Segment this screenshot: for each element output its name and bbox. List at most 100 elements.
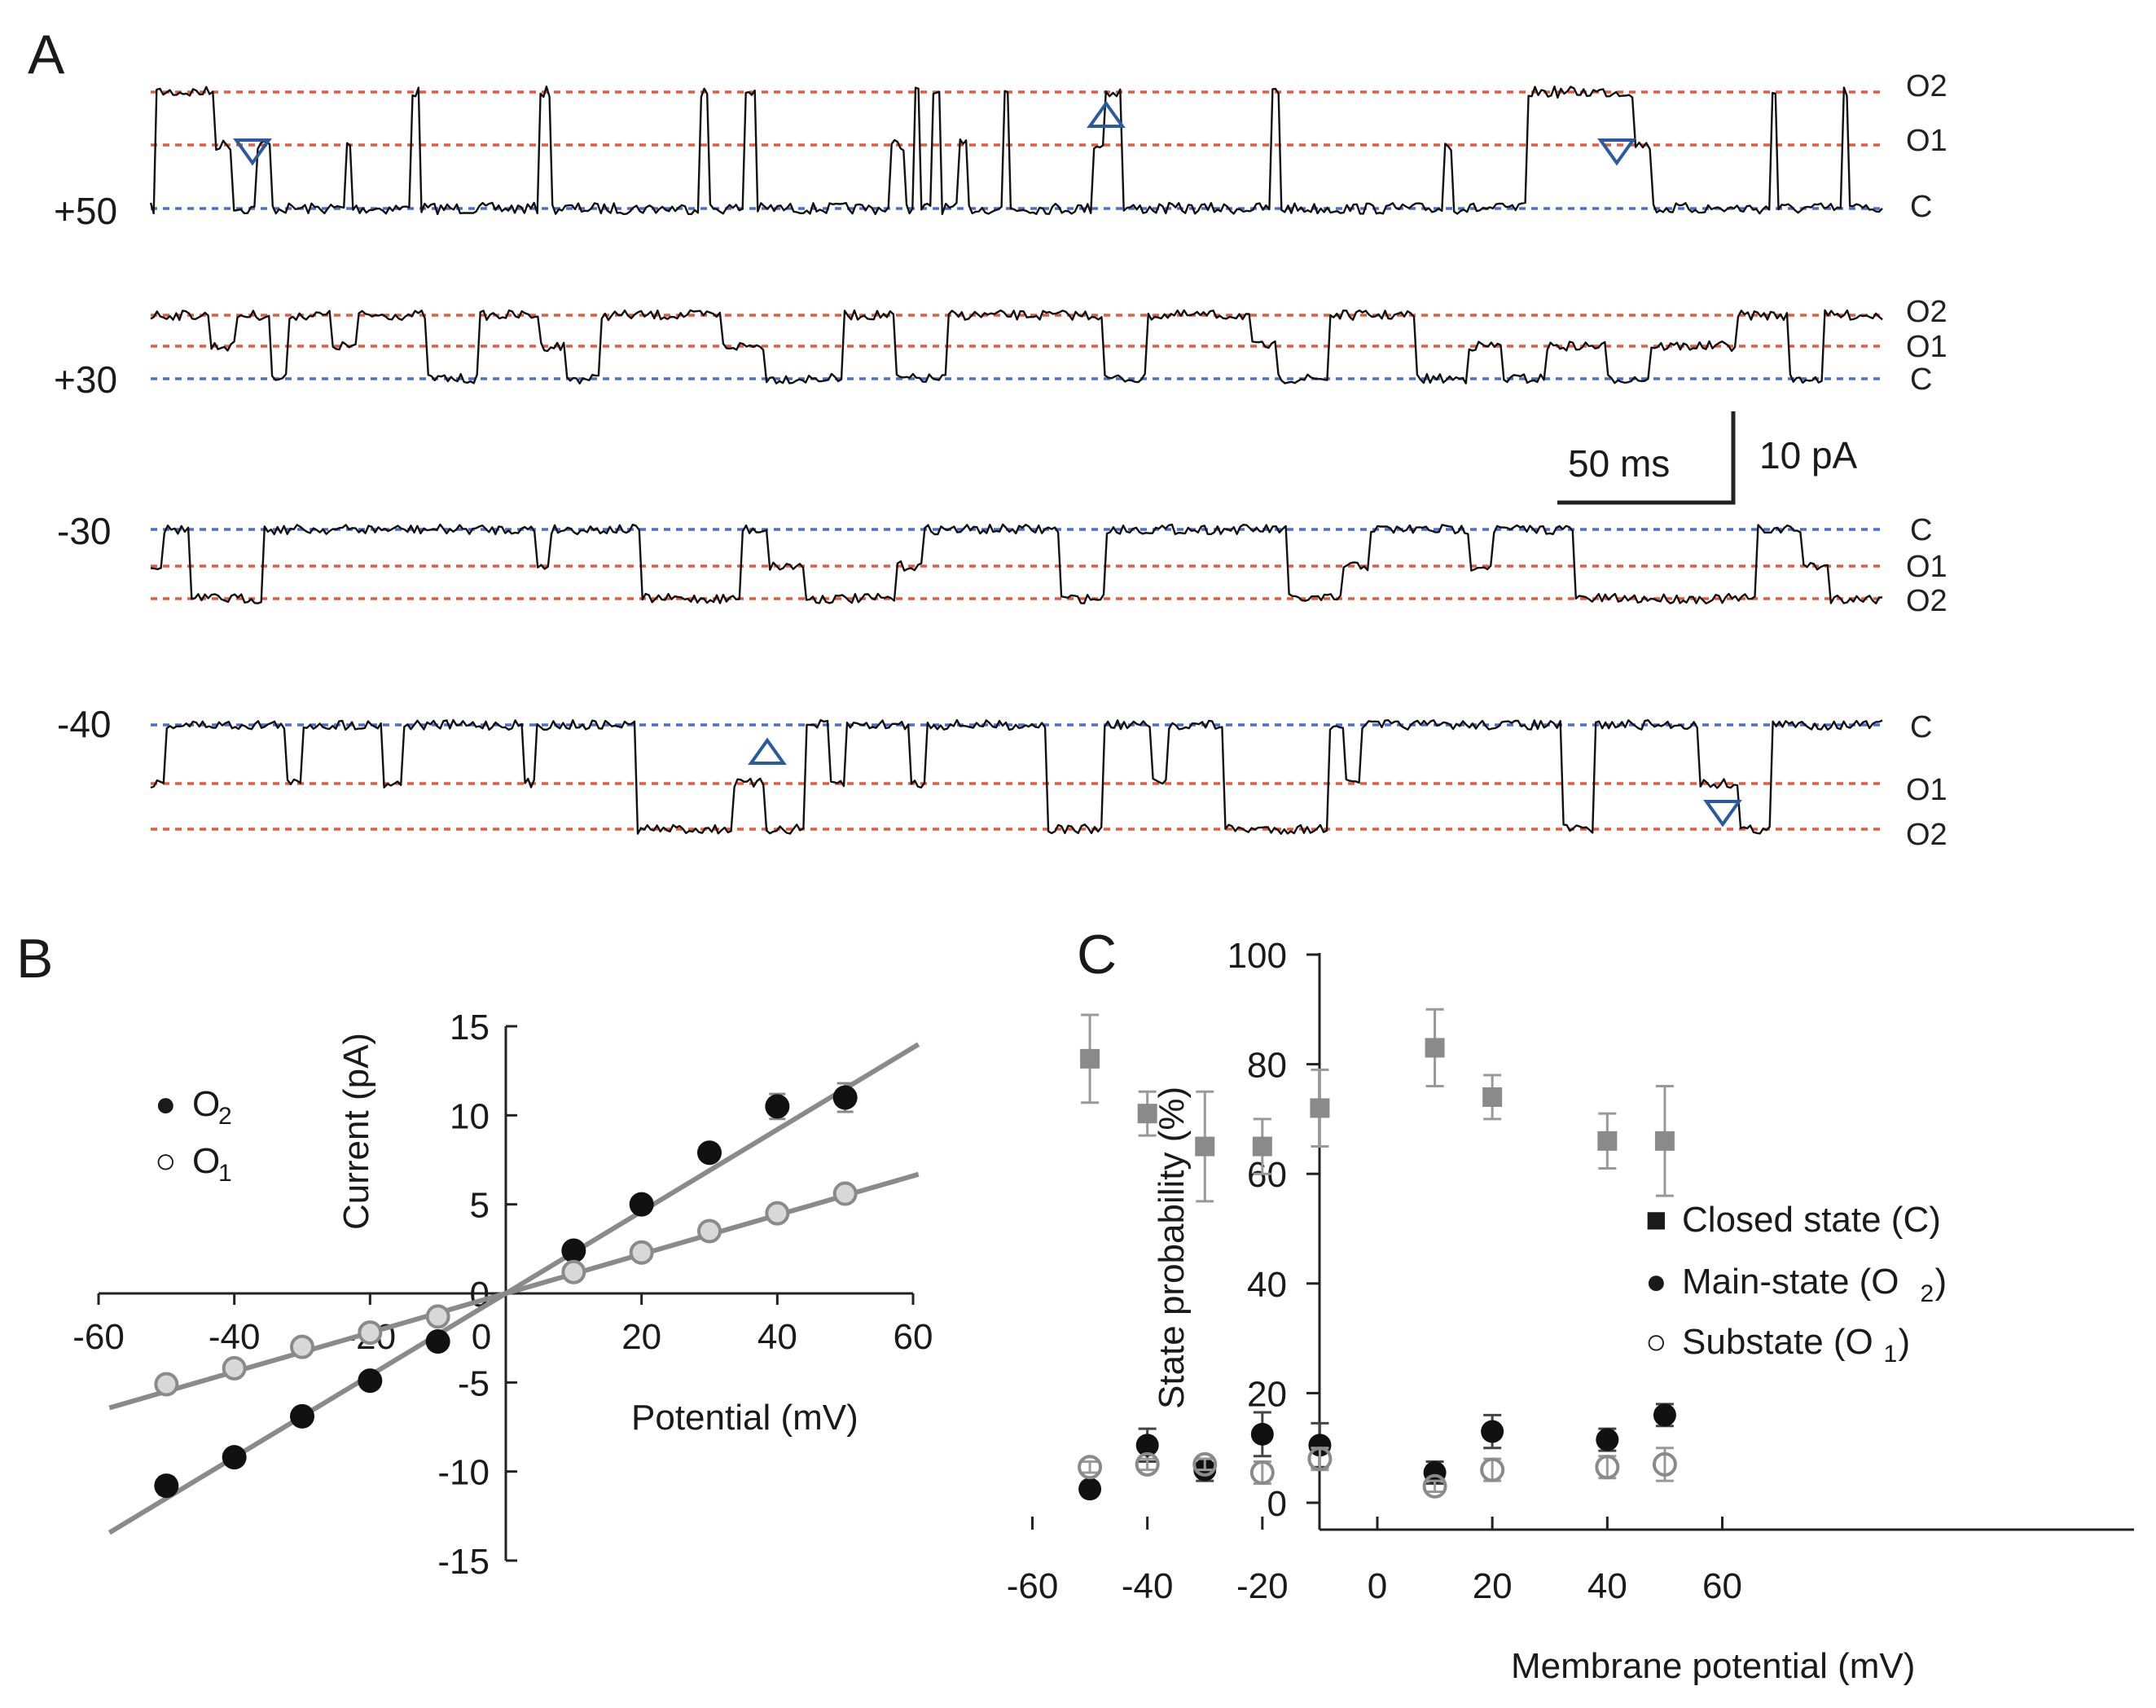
- data-point-o1: [425, 1304, 450, 1329]
- legend-marker: ●: [1645, 1262, 1667, 1302]
- state-label-o2-t1: O2: [1906, 69, 1947, 103]
- legend-subscript: 1: [218, 1160, 232, 1187]
- panel-a-state-labels: O2 O1 C O2 O1 C C O1 O2 C O1 O2: [1906, 69, 1947, 852]
- up-triangle-icon: [1087, 100, 1126, 128]
- data-point-main-state: [1596, 1428, 1619, 1451]
- state-label-o1-t1: O1: [1906, 124, 1947, 158]
- current-trace-1: [149, 85, 1883, 216]
- y-tick-label: 40: [1247, 1265, 1287, 1305]
- legend-label-tail: ): [1899, 1322, 1911, 1362]
- x-tick-label: 0: [472, 1317, 491, 1357]
- data-point-o2: [697, 1140, 722, 1166]
- y-tick-label: -15: [437, 1542, 490, 1582]
- x-tick-label: 60: [894, 1317, 933, 1357]
- up-triangle-icon: [748, 737, 787, 765]
- panel-a-traces: [149, 85, 1883, 835]
- data-point-o1: [561, 1259, 586, 1284]
- current-trace-3: [150, 523, 1883, 605]
- data-point-substate: [1595, 1455, 1620, 1480]
- x-tick-label: 20: [621, 1317, 661, 1357]
- data-point-closed: [1137, 1104, 1157, 1124]
- data-point-o1: [832, 1181, 858, 1206]
- data-point-main-state: [1653, 1403, 1676, 1427]
- data-point-substate: [1135, 1451, 1160, 1477]
- x-tick-label: -60: [72, 1317, 125, 1357]
- data-point-closed: [1425, 1038, 1445, 1058]
- data-point-main-state: [1250, 1422, 1274, 1446]
- state-label-o1-t4: O1: [1906, 773, 1947, 807]
- x-axis-title: Membrane potential (mV): [1511, 1646, 1915, 1686]
- panel-c-label: C: [1077, 924, 1117, 986]
- voltage-label-minus40: -40: [57, 703, 111, 745]
- panel-b-label: B: [16, 928, 53, 990]
- scale-bar-lines: [1557, 411, 1736, 505]
- data-point-o1: [358, 1320, 383, 1346]
- panel-a-label: A: [28, 24, 65, 86]
- down-triangle-icon: [1597, 138, 1636, 166]
- x-tick-label: 40: [757, 1317, 797, 1357]
- legend-label: O: [192, 1084, 220, 1124]
- y-tick-label: -5: [458, 1363, 490, 1403]
- data-point-o1: [629, 1240, 654, 1265]
- data-point-main-state: [1135, 1434, 1159, 1457]
- down-triangle-icon: [233, 138, 272, 166]
- panel-b-chart: -60-40-200204060151050-5-10-15Potential …: [72, 1008, 933, 1582]
- data-point-o2: [561, 1238, 586, 1263]
- data-point-o2: [358, 1368, 383, 1394]
- data-point-closed: [1195, 1136, 1215, 1157]
- x-tick-label: -40: [1122, 1566, 1174, 1606]
- data-point-o1: [697, 1218, 722, 1244]
- data-point-closed: [1654, 1131, 1675, 1151]
- y-tick-label: -10: [437, 1453, 490, 1493]
- legend-label: O: [192, 1141, 220, 1181]
- data-point-substate: [1480, 1457, 1505, 1482]
- data-point-o2: [765, 1094, 790, 1119]
- state-label-o1-t2: O1: [1906, 330, 1947, 364]
- legend-marker: ●: [155, 1084, 177, 1124]
- data-point-closed: [1482, 1087, 1503, 1107]
- scale-bar-time: 50 ms: [1568, 442, 1670, 485]
- state-label-o2-t3: O2: [1906, 584, 1947, 618]
- voltage-label-minus30: -30: [57, 510, 111, 552]
- x-tick-label: 20: [1473, 1566, 1513, 1606]
- down-triangle-icon: [1703, 800, 1742, 828]
- voltage-label-plus50: +50: [54, 190, 117, 232]
- x-tick-label: 0: [1368, 1566, 1387, 1606]
- data-point-o1: [154, 1372, 179, 1397]
- data-point-substate: [1249, 1460, 1275, 1485]
- legend-marker: ○: [155, 1141, 177, 1181]
- data-point-main-state: [1481, 1420, 1504, 1443]
- state-label-c-t1: C: [1910, 190, 1932, 224]
- x-tick-label: 40: [1587, 1566, 1627, 1606]
- data-point-closed: [1080, 1048, 1100, 1069]
- data-point-substate: [1422, 1473, 1447, 1499]
- data-point-substate: [1307, 1447, 1333, 1472]
- data-point-o2: [425, 1329, 450, 1355]
- state-label-o2-t2: O2: [1906, 295, 1947, 329]
- data-point-substate: [1192, 1451, 1218, 1477]
- data-point-substate: [1078, 1455, 1103, 1480]
- panel-a-event-markers: [233, 100, 1742, 828]
- y-tick-label: 100: [1227, 936, 1287, 976]
- data-point-o2: [629, 1192, 654, 1217]
- legend-subscript: 1: [1884, 1341, 1898, 1368]
- legend-subscript: 2: [1921, 1280, 1934, 1307]
- x-tick-label: 60: [1702, 1566, 1742, 1606]
- voltage-label-plus30: +30: [54, 358, 117, 401]
- data-point-closed: [1597, 1131, 1618, 1151]
- legend-label-tail: ): [1935, 1262, 1947, 1302]
- legend-marker: ■: [1645, 1200, 1667, 1240]
- state-label-o1-t3: O1: [1906, 550, 1947, 584]
- y-tick-label: 15: [450, 1008, 490, 1047]
- y-tick-label: 5: [470, 1186, 490, 1226]
- data-point-substate: [1652, 1451, 1677, 1477]
- data-point-closed: [1252, 1136, 1272, 1157]
- x-tick-label: -60: [1007, 1566, 1059, 1606]
- data-point-o1: [290, 1334, 314, 1359]
- x-tick-label: -20: [1236, 1566, 1289, 1606]
- data-point-o2: [290, 1403, 314, 1429]
- y-tick-label: 20: [1247, 1374, 1287, 1414]
